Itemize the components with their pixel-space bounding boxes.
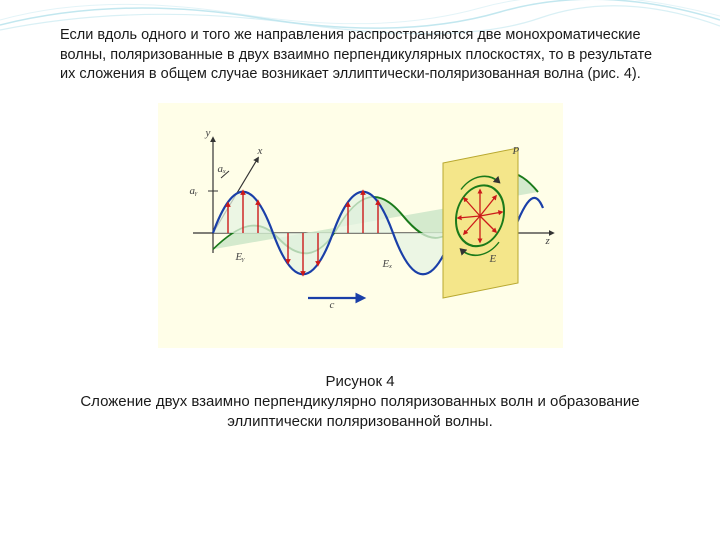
slide-content: Если вдоль одного и того же направления …	[0, 0, 720, 452]
label-x: x	[258, 145, 263, 157]
label-z: z	[546, 235, 550, 247]
label-E: E	[490, 253, 497, 265]
label-Ex: Eₓ	[383, 258, 393, 270]
figure-4: y x z aᵧ aₓ Eᵧ Eₓ E c P	[158, 103, 563, 348]
label-c: c	[330, 299, 335, 311]
label-y: y	[206, 127, 211, 139]
label-ax: aₓ	[218, 163, 227, 175]
label-P: P	[513, 145, 520, 157]
paragraph-text: Если вдоль одного и того же направления …	[60, 26, 660, 85]
figure-caption: Рисунок 4 Сложение двух взаимно перпенди…	[60, 372, 660, 433]
caption-title: Рисунок 4	[60, 372, 660, 392]
label-ay: aᵧ	[190, 185, 198, 197]
caption-body: Сложение двух взаимно перпендикулярно по…	[80, 393, 639, 430]
label-Ey: Eᵧ	[236, 251, 245, 263]
